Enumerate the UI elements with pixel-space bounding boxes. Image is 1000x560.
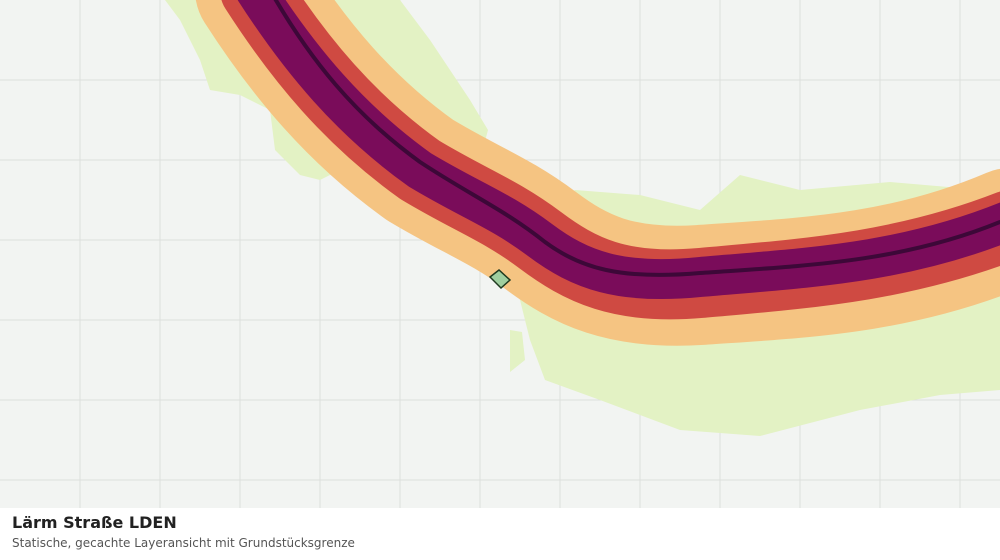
zone-lowest-patch bbox=[510, 330, 525, 372]
zone-darkest bbox=[273, 0, 1000, 277]
layer-subtitle: Statische, gecachte Layeransicht mit Gru… bbox=[12, 536, 355, 550]
map bbox=[0, 0, 1000, 508]
noise-bands bbox=[196, 0, 1000, 346]
caption: Lärm Straße LDEN Statische, gecachte Lay… bbox=[12, 513, 355, 550]
layer-title: Lärm Straße LDEN bbox=[12, 513, 177, 532]
parcel-boundary bbox=[488, 269, 512, 290]
